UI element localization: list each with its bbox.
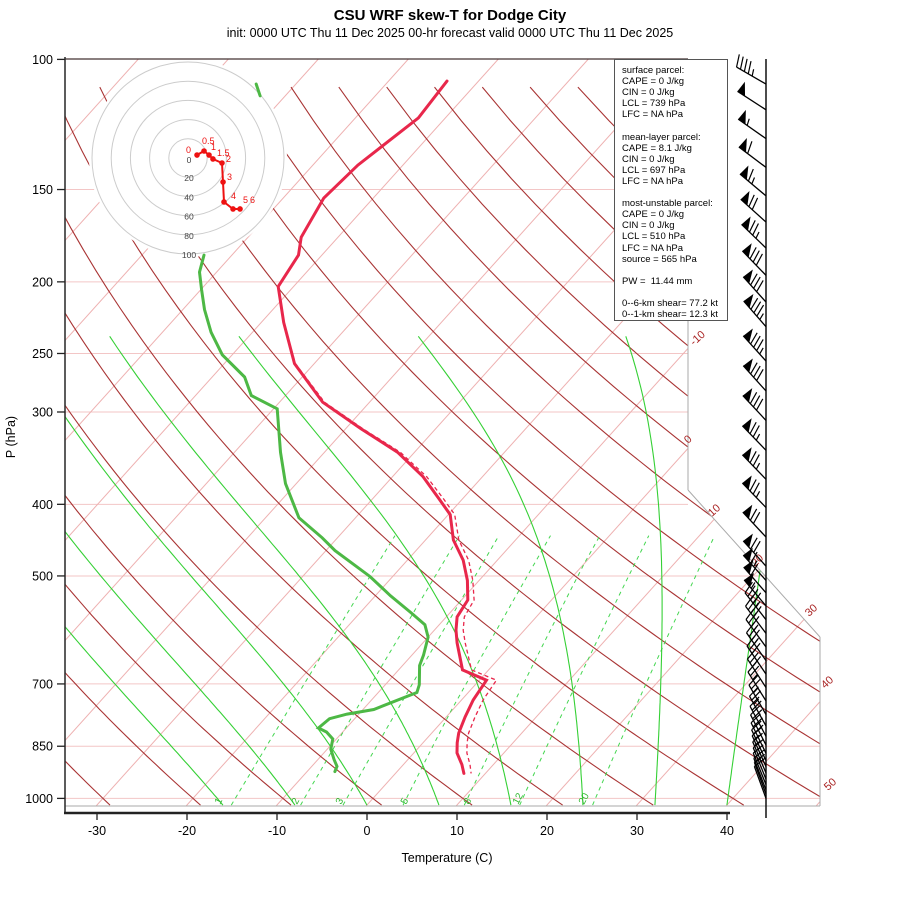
svg-text:0: 0 (364, 824, 371, 838)
svg-text:100: 100 (32, 53, 53, 67)
wind-barbs (735, 54, 767, 818)
svg-text:5: 5 (243, 195, 248, 205)
svg-text:-30: -30 (88, 824, 106, 838)
svg-text:12: 12 (511, 791, 526, 806)
page-subtitle: init: 0000 UTC Thu 11 Dec 2025 00-hr for… (226, 26, 674, 40)
svg-text:1000: 1000 (25, 792, 53, 806)
svg-text:-10: -10 (688, 329, 708, 349)
temperature-axis-title: Temperature (C) (401, 851, 493, 865)
svg-text:2: 2 (290, 796, 303, 806)
svg-text:8: 8 (462, 796, 475, 806)
svg-text:0.5: 0.5 (202, 136, 215, 146)
svg-text:150: 150 (32, 183, 53, 197)
svg-text:20: 20 (577, 791, 592, 806)
svg-text:300: 300 (32, 405, 53, 419)
svg-text:20: 20 (184, 173, 194, 183)
svg-text:80: 80 (184, 231, 194, 241)
page-title: CSU WRF skew-T for Dodge City (333, 7, 567, 24)
svg-text:30: 30 (630, 824, 644, 838)
svg-text:10: 10 (450, 824, 464, 838)
svg-text:4: 4 (231, 191, 236, 201)
svg-text:40: 40 (184, 192, 194, 202)
svg-text:10: 10 (706, 502, 723, 519)
svg-text:20: 20 (540, 824, 554, 838)
svg-text:60: 60 (184, 212, 194, 222)
svg-text:-20: -20 (178, 824, 196, 838)
sounding-curves (197, 79, 498, 775)
svg-text:3: 3 (334, 796, 347, 806)
svg-text:50: 50 (822, 776, 839, 793)
svg-text:1: 1 (213, 796, 226, 806)
svg-text:850: 850 (32, 740, 53, 754)
svg-text:1: 1 (211, 142, 216, 152)
svg-text:100: 100 (182, 250, 196, 260)
svg-text:0: 0 (186, 145, 191, 155)
svg-text:1.5: 1.5 (217, 148, 230, 158)
svg-text:6: 6 (250, 195, 255, 205)
moist-adiabat-lines (65, 335, 788, 806)
svg-text:30: 30 (803, 602, 820, 619)
svg-text:40: 40 (720, 824, 734, 838)
svg-text:250: 250 (32, 347, 53, 361)
svg-text:0: 0 (187, 155, 192, 165)
svg-text:2: 2 (226, 154, 231, 164)
svg-text:40: 40 (819, 674, 836, 691)
hodograph-inset: 0 20 40 60 80 100 0 0.511.52 3 4 5 6 (89, 59, 287, 260)
parcel-info-box: surface parcel: CAPE = 0 J/kg CIN = 0 J/kg… (614, 59, 728, 321)
svg-text:3: 3 (227, 172, 232, 182)
svg-text:500: 500 (32, 569, 53, 583)
svg-text:5: 5 (399, 796, 412, 806)
svg-text:200: 200 (32, 275, 53, 289)
svg-text:700: 700 (32, 677, 53, 691)
svg-text:400: 400 (32, 498, 53, 512)
svg-text:-10: -10 (268, 824, 286, 838)
